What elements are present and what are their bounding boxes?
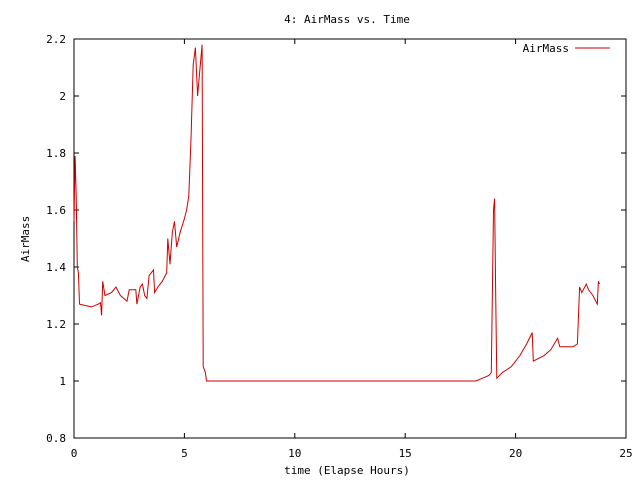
y-tick-label: 2.2 (46, 33, 66, 46)
airmass-series-line (73, 44, 600, 382)
y-tick-label: 1 (59, 375, 66, 388)
chart-title: 4: AirMass vs. Time (284, 13, 410, 26)
y-tick-label: 1.4 (46, 261, 66, 274)
y-tick-label: 1.8 (46, 147, 66, 160)
y-tick-label: 2 (59, 90, 66, 103)
y-tick-label: 0.8 (46, 432, 66, 445)
plot-frame (73, 38, 627, 439)
y-axis-label: AirMass (19, 216, 32, 262)
y-tick-label: 1.2 (46, 318, 66, 331)
x-tick-label: 25 (619, 447, 632, 460)
x-tick-label: 15 (399, 447, 412, 460)
x-tick-label: 10 (288, 447, 301, 460)
y-axis-ticks: 0.8 1 1.2 1.4 1.6 1.8 2 2.2 (46, 33, 626, 445)
x-axis-ticks: 0 5 10 15 20 25 (71, 39, 633, 460)
x-axis-label: time (Elapse Hours) (284, 464, 410, 477)
y-tick-label: 1.6 (46, 204, 66, 217)
x-tick-label: 20 (509, 447, 522, 460)
x-tick-label: 5 (181, 447, 188, 460)
x-tick-label: 0 (71, 447, 78, 460)
legend-label-airmass: AirMass (523, 42, 569, 55)
